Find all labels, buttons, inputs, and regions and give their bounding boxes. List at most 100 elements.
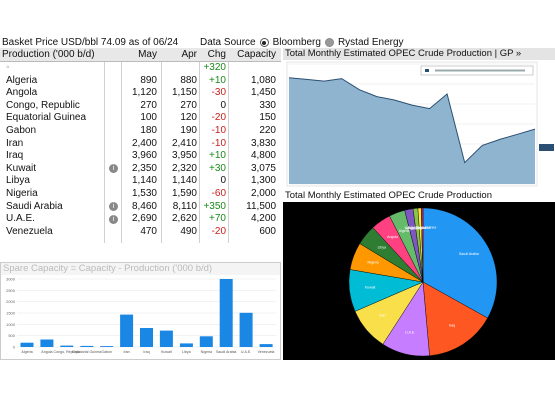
- table-row[interactable]: Iran 2,400 2,410 -10 3,830: [0, 138, 281, 151]
- table-row[interactable]: Nigeria 1,530 1,590 -60 2,000: [0, 188, 281, 201]
- country-name: Gabon: [6, 125, 37, 136]
- column-divider: [104, 62, 105, 243]
- table-row[interactable]: U.A.E. 2,690 2,620 +70 4,200 i: [0, 213, 281, 226]
- may-value: 270: [140, 99, 157, 111]
- header-may[interactable]: May: [138, 49, 157, 60]
- column-divider: [199, 62, 200, 243]
- header-capacity[interactable]: Capacity: [237, 49, 276, 60]
- pie-chart: Saudi Arabia Iraq U.A.E. Iran Kuwait Nigeria L…: [348, 207, 498, 357]
- radio-rystad-icon[interactable]: [324, 38, 334, 47]
- table-row[interactable]: Kuwait 2,350 2,320 +30 3,075 i: [0, 163, 281, 176]
- apr-value: 120: [180, 112, 197, 124]
- country-name: Equatorial Guinea: [6, 112, 87, 124]
- spare-capacity-bar[interactable]: [219, 279, 233, 347]
- table-row[interactable]: Venezuela 470 490 -20 600: [0, 226, 281, 239]
- spare-capacity-bar[interactable]: [179, 343, 193, 347]
- header-production[interactable]: Production ('000 b/d): [2, 49, 95, 60]
- info-icon[interactable]: i: [109, 164, 118, 174]
- header-apr[interactable]: Apr: [181, 49, 197, 60]
- table-row[interactable]: Equatorial Guinea 100 120 -20 150: [0, 112, 281, 125]
- capacity-value: 150: [259, 112, 276, 124]
- table-row[interactable]: Algeria 890 880 +10 1,080: [0, 75, 281, 88]
- spare-capacity-bar[interactable]: [259, 344, 273, 347]
- y-tick-label: 3000: [6, 277, 16, 282]
- spare-capacity-title[interactable]: Spare Capacity = Capacity - Production (…: [1, 263, 280, 275]
- pie-slice[interactable]: [420, 207, 424, 283]
- x-tick-label: Iraq: [143, 350, 149, 354]
- line-chart: [283, 60, 555, 190]
- line-chart-title[interactable]: Total Monthly Estimated OPEC Crude Produ…: [283, 48, 555, 60]
- may-value: 2,690: [131, 213, 157, 225]
- chg-value: -20: [211, 225, 226, 237]
- expand-icon[interactable]: ◦: [6, 62, 10, 73]
- spare-capacity-bar[interactable]: [199, 336, 213, 347]
- spare-capacity-bar[interactable]: [80, 345, 94, 347]
- pie-slice-label: Congo, Republic: [405, 226, 431, 230]
- table-row[interactable]: Congo, Republic 270 270 0 330: [0, 100, 281, 113]
- country-name: Iran: [6, 137, 24, 149]
- table-row[interactable]: Angola 1,120 1,150 -30 1,450: [0, 87, 281, 100]
- spare-capacity-bar[interactable]: [100, 346, 114, 347]
- country-name: Algeria: [6, 74, 38, 86]
- may-value: 3,960: [131, 150, 157, 162]
- may-value: 890: [140, 74, 157, 86]
- may-value: 2,400: [131, 137, 157, 149]
- pie-slice-label: U.A.E.: [405, 331, 415, 335]
- capacity-value: 1,080: [250, 74, 276, 86]
- info-icon[interactable]: i: [109, 214, 118, 224]
- may-value: 2,350: [131, 162, 157, 174]
- x-tick-label: Saudi Arabia: [216, 350, 236, 354]
- production-table: Production ('000 b/d) May Apr Chg Capaci…: [0, 48, 281, 243]
- country-name: U.A.E.: [6, 213, 35, 225]
- country-name: Iraq: [6, 150, 24, 162]
- x-tick-label: Libya: [182, 350, 191, 354]
- source-option-rystad[interactable]: Rystad Energy: [337, 37, 404, 48]
- chg-value: +350: [203, 200, 226, 212]
- spare-capacity-bar[interactable]: [40, 339, 54, 348]
- capacity-value: 11,500: [246, 200, 276, 212]
- capacity-value: 1,450: [250, 87, 276, 99]
- spare-capacity-bar[interactable]: [20, 342, 34, 347]
- pie-slice[interactable]: [422, 207, 498, 319]
- table-row[interactable]: Iraq 3,960 3,950 +10 4,800: [0, 150, 281, 163]
- apr-value: 3,950: [171, 150, 197, 162]
- data-source-label: Data Source: [200, 37, 256, 48]
- pie-chart-title[interactable]: Total Monthly Estimated OPEC Crude Produ…: [283, 190, 555, 202]
- pie-slice-label: Libya: [378, 245, 386, 249]
- chg-value: +30: [209, 162, 226, 174]
- header-chg[interactable]: Chg: [207, 49, 226, 60]
- chg-value: -10: [211, 137, 226, 149]
- apr-value: 880: [180, 74, 197, 86]
- table-header: Production ('000 b/d) May Apr Chg Capaci…: [0, 48, 281, 62]
- info-icon[interactable]: i: [109, 202, 118, 212]
- radio-bloomberg-icon[interactable]: [259, 38, 269, 47]
- spare-capacity-bar[interactable]: [120, 314, 134, 347]
- source-option-bloomberg[interactable]: Bloomberg: [272, 37, 321, 48]
- may-value: 180: [140, 125, 157, 136]
- capacity-value: 4,800: [250, 150, 276, 162]
- table-row[interactable]: Libya 1,140 1,140 0 1,300: [0, 175, 281, 188]
- capacity-value: 330: [259, 99, 276, 111]
- table-row[interactable]: Saudi Arabia 8,460 8,110 +350 11,500 i: [0, 201, 281, 214]
- spare-capacity-bar[interactable]: [60, 345, 74, 347]
- chg-value: -20: [211, 112, 226, 124]
- top-bar: Basket Price USD/bbl 74.09 as of 06/24 D…: [0, 0, 555, 48]
- spare-capacity-bar[interactable]: [159, 330, 173, 347]
- table-row[interactable]: Gabon 180 190 -10 220: [0, 125, 281, 138]
- line-chart-series: [288, 77, 536, 164]
- chg-value: +10: [209, 74, 226, 86]
- pie-slice-label: Algeria: [399, 229, 410, 233]
- chg-value: +70: [209, 213, 226, 225]
- apr-value: 8,110: [172, 200, 197, 212]
- pie-slice[interactable]: [422, 281, 488, 356]
- legend-text-placeholder: [435, 69, 525, 72]
- line-chart-area: [289, 77, 535, 184]
- spare-capacity-bar[interactable]: [239, 312, 253, 347]
- pie-slice-label: Venezuela: [405, 227, 421, 231]
- spare-capacity-bar[interactable]: [140, 328, 153, 347]
- country-name: Angola: [6, 87, 38, 99]
- capacity-value: 600: [259, 225, 276, 237]
- x-tick-label: Iran: [123, 350, 129, 354]
- x-tick-label: Nigeria: [201, 350, 212, 354]
- y-tick-label: 1500: [6, 311, 16, 316]
